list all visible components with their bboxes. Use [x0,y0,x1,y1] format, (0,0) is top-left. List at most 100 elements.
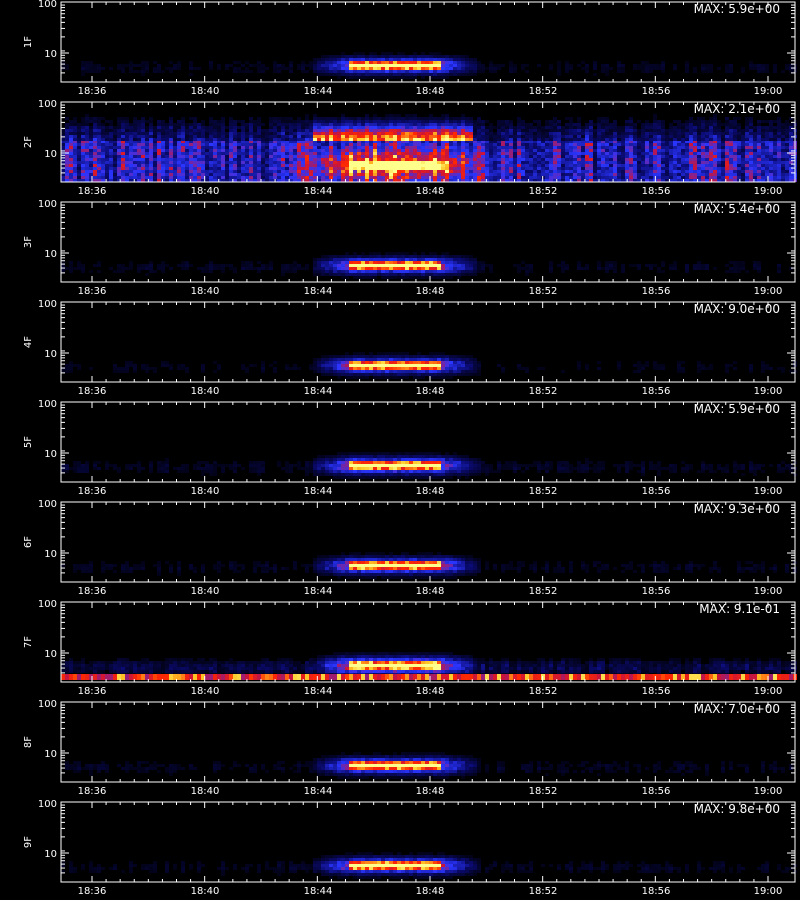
panel-label: 8F [23,736,34,748]
x-tick-label: 18:56 [642,386,671,397]
y-tick-label: 10 [44,449,57,460]
x-tick-label: 18:40 [191,586,220,597]
panel-label: 6F [23,536,34,548]
x-tick-label: 18:36 [78,286,107,297]
max-value-label: MAX: 2.1e+00 [694,102,780,116]
plot-frame [60,401,796,483]
panel-2f: 18:36 18:40 18:44 18:48 18:52 18:56 19:00 100 10… [23,99,797,197]
x-tick-label: 18:48 [416,186,445,197]
x-tick-label: 19:00 [754,686,783,697]
x-tick-label: 18:36 [78,886,107,897]
heatmap-cells [65,752,793,779]
x-tick-label: 18:48 [416,886,445,897]
panel-9f: 18:36 18:40 18:44 18:48 18:52 18:56 19:00 100 10… [23,799,797,897]
x-tick-label: 18:44 [304,786,333,797]
y-tick-label: 10 [44,249,57,260]
x-tick-label: 18:44 [304,186,333,197]
y-tick-label: 100 [38,599,57,610]
x-tick-label: 18:48 [416,486,445,497]
x-tick-label: 18:56 [642,586,671,597]
x-tick-label: 18:48 [416,86,445,97]
x-tick-label: 18:48 [416,686,445,697]
panel-5f: 18:36 18:40 18:44 18:48 18:52 18:56 19:00 100 10… [23,399,797,497]
x-tick-label: 18:40 [191,186,220,197]
y-tick-label: 100 [38,799,57,810]
max-value-label: MAX: 9.0e+00 [694,302,780,316]
panel-3f: 18:36 18:40 18:44 18:48 18:52 18:56 19:00 100 10… [23,199,796,297]
x-tick-label: 18:48 [416,286,445,297]
x-tick-label: 19:00 [754,186,783,197]
x-tick-label: 19:00 [754,86,783,97]
plot-frame [60,1,796,83]
max-value-label: MAX: 9.1e-01 [699,602,780,616]
x-tick-label: 18:36 [78,186,107,197]
plot-frame [60,501,796,583]
max-value-label: MAX: 7.0e+00 [694,702,780,716]
x-tick-label: 19:00 [754,286,783,297]
panel-8f: 18:36 18:40 18:44 18:48 18:52 18:56 19:00 100 10… [23,699,796,797]
y-tick-label: 100 [38,299,57,310]
y-tick-label: 10 [44,749,57,760]
max-value-label: MAX: 5.4e+00 [694,202,780,216]
x-tick-label: 18:52 [529,786,558,797]
y-tick-label: 100 [38,399,57,410]
y-tick-label: 10 [44,349,57,360]
x-tick-label: 18:56 [642,786,671,797]
x-tick-label: 18:40 [191,886,220,897]
x-tick-label: 18:36 [78,486,107,497]
y-tick-label: 10 [44,649,57,660]
y-tick-label: 100 [38,199,57,210]
y-tick-label: 10 [44,49,57,60]
x-tick-label: 18:44 [304,386,333,397]
panel-label: 5F [23,436,34,448]
x-tick-label: 18:44 [304,886,333,897]
max-value-label: MAX: 5.9e+00 [694,2,780,16]
x-tick-label: 19:00 [754,886,783,897]
panel-6f: 18:36 18:40 18:44 18:48 18:52 18:56 19:00 100 10… [23,499,797,597]
y-tick-label: 10 [44,149,57,160]
x-tick-label: 18:40 [191,786,220,797]
panel-label: 7F [23,636,34,648]
x-tick-label: 18:56 [642,286,671,297]
x-tick-label: 19:00 [754,486,783,497]
x-tick-label: 18:40 [191,486,220,497]
heatmap-cells [61,652,797,680]
panel-label: 1F [23,36,34,48]
x-tick-label: 18:52 [529,186,558,197]
panel-1f: 18:36 18:40 18:44 18:48 18:52 18:56 19:00 100 10… [23,0,797,97]
x-tick-label: 18:40 [191,386,220,397]
x-tick-label: 19:00 [754,786,783,797]
panel-label: 3F [23,236,34,248]
heatmap-cells [61,52,797,79]
x-tick-label: 18:56 [642,186,671,197]
heatmap-cells [61,114,797,182]
x-tick-label: 18:44 [304,686,333,697]
max-value-label: MAX: 9.3e+00 [694,502,780,516]
heatmap-cells [61,352,797,379]
x-tick-label: 18:40 [191,686,220,697]
max-value-label: MAX: 9.8e+00 [694,802,780,816]
x-tick-label: 18:36 [78,786,107,797]
x-tick-label: 18:40 [191,86,220,97]
plot-frame [60,101,796,183]
plot-frame [60,201,796,283]
x-tick-label: 18:56 [642,686,671,697]
y-tick-label: 10 [44,549,57,560]
x-tick-label: 18:44 [304,486,333,497]
panel-label: 2F [23,136,34,148]
x-tick-label: 18:52 [529,486,558,497]
x-tick-label: 19:00 [754,586,783,597]
heatmap-cells [61,252,793,279]
y-tick-label: 100 [38,699,57,710]
heatmap-cells [61,552,797,579]
panel-label: 9F [23,836,34,848]
y-tick-label: 100 [38,99,57,110]
panel-7f: 18:36 18:40 18:44 18:48 18:52 18:56 19:00 100 10… [23,599,797,697]
x-tick-label: 18:36 [78,86,107,97]
x-tick-label: 18:56 [642,486,671,497]
y-tick-label: 10 [44,849,57,860]
x-tick-label: 18:52 [529,686,558,697]
panel-label: 4F [23,336,34,348]
x-tick-label: 18:56 [642,886,671,897]
